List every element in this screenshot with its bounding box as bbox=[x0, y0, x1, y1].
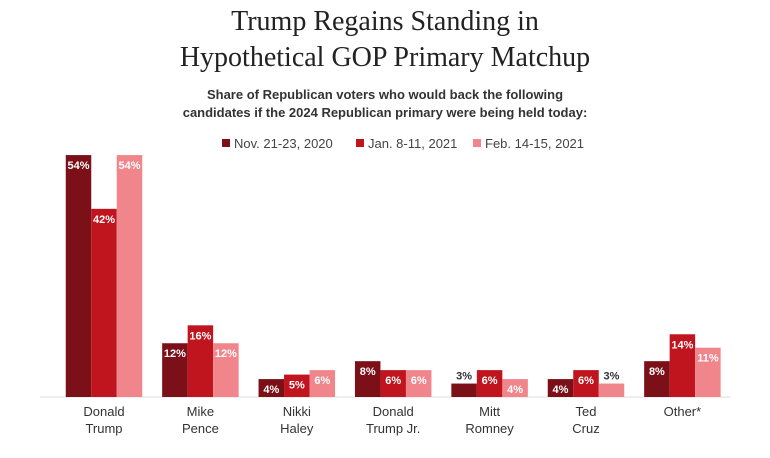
bar bbox=[598, 383, 625, 397]
bar bbox=[354, 361, 381, 397]
bar bbox=[309, 370, 336, 397]
bar bbox=[695, 347, 721, 397]
x-tick-label-line: Other* bbox=[664, 404, 702, 419]
data-label: 42% bbox=[93, 214, 115, 226]
data-label: 6% bbox=[314, 375, 330, 387]
bar bbox=[547, 379, 574, 397]
x-tick-label-line: Donald bbox=[83, 404, 124, 419]
bar bbox=[573, 370, 599, 397]
data-label: 54% bbox=[67, 160, 89, 172]
x-tick-label: Mike Pence bbox=[182, 404, 219, 436]
x-tick-label-line: Mitt bbox=[479, 404, 500, 419]
data-label: 8% bbox=[649, 366, 665, 378]
bar bbox=[405, 370, 432, 397]
data-label: 4% bbox=[263, 384, 279, 396]
data-label: 6% bbox=[411, 375, 427, 387]
subtitle: Share of Republican voters who would bac… bbox=[207, 87, 563, 102]
data-label: 4% bbox=[507, 384, 523, 396]
bar bbox=[162, 343, 188, 397]
x-tick-label: Donald Trump Jr. bbox=[366, 404, 420, 436]
data-label: 6% bbox=[385, 375, 401, 387]
bar bbox=[91, 208, 117, 397]
legend-label: Feb. 14-15, 2021 bbox=[485, 136, 584, 151]
bar bbox=[187, 325, 214, 397]
data-label: 6% bbox=[578, 375, 594, 387]
x-tick-label: Ted Cruz bbox=[572, 404, 599, 436]
x-tick-label-line: Cruz bbox=[572, 421, 599, 436]
data-label: 5% bbox=[289, 380, 305, 392]
bar bbox=[65, 155, 92, 397]
x-tick-label: Mitt Romney bbox=[465, 404, 514, 436]
chart-title: Hypothetical GOP Primary Matchup bbox=[180, 42, 590, 73]
legend-swatch bbox=[222, 139, 230, 147]
data-label: 12% bbox=[164, 348, 186, 360]
data-label: 14% bbox=[671, 339, 693, 351]
legend-label: Jan. 8-11, 2021 bbox=[368, 136, 457, 151]
x-tick-label-line: Nikki bbox=[283, 404, 311, 419]
data-label: 3% bbox=[604, 371, 620, 383]
bar bbox=[284, 374, 310, 397]
x-tick-label-line: Trump Jr. bbox=[366, 421, 420, 436]
x-tick-label: Donald Trump bbox=[83, 404, 124, 436]
bar bbox=[258, 379, 285, 397]
x-tick-label-line: Mike bbox=[187, 404, 214, 419]
bar bbox=[502, 379, 528, 397]
chart-title: Trump Regains Standing in bbox=[231, 6, 539, 37]
data-label: 3% bbox=[456, 371, 472, 383]
data-label: 6% bbox=[482, 375, 498, 387]
legend-label: Nov. 21-23, 2020 bbox=[234, 136, 333, 151]
data-label: 8% bbox=[360, 366, 376, 378]
bar bbox=[669, 334, 696, 397]
data-label: 12% bbox=[215, 348, 237, 360]
bar bbox=[644, 361, 670, 397]
x-tick-label-line: Pence bbox=[182, 421, 219, 436]
legend-swatch bbox=[356, 139, 364, 147]
bar bbox=[380, 370, 406, 397]
data-label: 4% bbox=[553, 384, 569, 396]
data-label: 11% bbox=[697, 353, 719, 365]
data-label: 16% bbox=[189, 330, 211, 342]
legend-swatch bbox=[473, 139, 481, 147]
x-tick-label: Other* bbox=[664, 404, 702, 419]
bar bbox=[116, 155, 143, 397]
x-tick-label-line: Haley bbox=[280, 421, 314, 436]
x-tick-label-line: Donald bbox=[373, 404, 414, 419]
x-tick-label-line: Romney bbox=[465, 421, 514, 436]
x-tick-label-line: Trump bbox=[85, 421, 122, 436]
bar bbox=[451, 383, 477, 397]
bar bbox=[476, 370, 503, 397]
x-tick-label: Nikki Haley bbox=[280, 404, 314, 436]
x-tick-label-line: Ted bbox=[576, 404, 597, 419]
bar bbox=[213, 343, 239, 397]
data-label: 54% bbox=[118, 160, 140, 172]
subtitle: candidates if the 2024 Republican primar… bbox=[183, 105, 588, 120]
